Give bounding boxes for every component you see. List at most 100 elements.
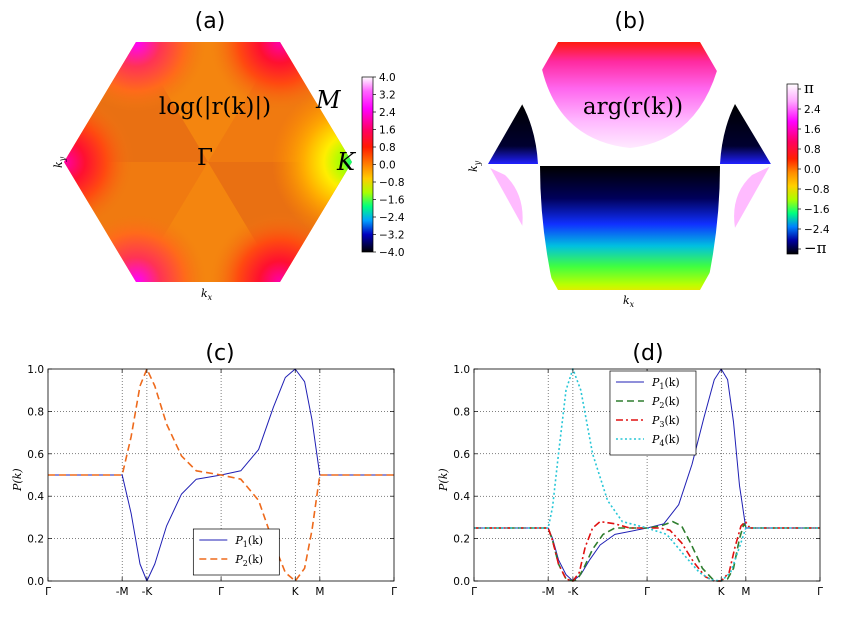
panel-b-ky-label: ky bbox=[467, 160, 482, 172]
series-line-p2 bbox=[474, 520, 820, 582]
panel-a-ky-label: ky bbox=[52, 156, 67, 168]
legend-label-sub: 3 bbox=[659, 420, 664, 429]
colorbar-tick-label: −π bbox=[804, 239, 827, 257]
x-tick-label: Γ bbox=[471, 586, 477, 598]
panel-a-kx-label: kx bbox=[201, 287, 213, 302]
legend-label-arg: (k) bbox=[248, 553, 263, 566]
series-line-p4 bbox=[474, 368, 820, 582]
panel-d-title: (d) bbox=[632, 341, 663, 366]
y-tick-label: 1.0 bbox=[27, 364, 44, 376]
legend-label-name: P bbox=[651, 376, 660, 389]
x-tick-label: K bbox=[292, 586, 300, 598]
panel-a-label-k: K bbox=[336, 148, 357, 176]
colorbar-tick-label: −0.8 bbox=[379, 177, 405, 189]
legend-label-p3: P3(k) bbox=[651, 414, 680, 429]
legend-label-arg: (k) bbox=[664, 433, 679, 446]
x-tick-label: -M bbox=[542, 586, 555, 598]
y-tick-label: 0.2 bbox=[453, 534, 470, 546]
y-tick-label: 1.0 bbox=[453, 364, 470, 376]
panel-a-label-gamma: Γ bbox=[197, 145, 213, 171]
panel-b-formula: arg(r(k)) bbox=[583, 94, 683, 120]
x-tick-label: Γ bbox=[391, 586, 397, 598]
y-tick-label: 0.2 bbox=[27, 534, 44, 546]
colorbar-tick-label: 0.0 bbox=[379, 160, 396, 172]
colorbar-tick-label: 0.8 bbox=[804, 144, 821, 156]
legend-label-arg: (k) bbox=[664, 395, 679, 408]
x-tick-label: -K bbox=[142, 586, 154, 598]
panel-b-colorbar-ticks: π 2.4 1.6 0.8 0.0 −0.8 −1.6 −2.4 −π bbox=[798, 79, 830, 257]
panel-a-label-m: M bbox=[315, 86, 342, 114]
colorbar-tick-label: −1.6 bbox=[379, 195, 405, 207]
colorbar-tick-label: 2.4 bbox=[379, 107, 396, 119]
colorbar-tick-label: −2.4 bbox=[804, 224, 830, 236]
colorbar-tick-label: −4.0 bbox=[379, 247, 405, 259]
panel-a-formula: log(|r(k)|) bbox=[159, 94, 271, 120]
colorbar-tick-label: 4.0 bbox=[379, 72, 396, 84]
legend-label-name: P bbox=[651, 414, 660, 427]
y-axis-label: P(k) bbox=[437, 468, 450, 492]
legend-label-sub: 1 bbox=[243, 540, 248, 549]
colorbar-tick-label: 1.6 bbox=[804, 124, 821, 136]
legend-label-name: P bbox=[234, 534, 243, 547]
panel-b-colorbar bbox=[786, 83, 799, 255]
panel-a-colorbar bbox=[361, 76, 374, 253]
panel-c-plot: 0.00.20.40.60.81.0Γ -M -K Γ K M ΓP(k)P1(k)P2(k… bbox=[11, 364, 397, 598]
y-tick-label: 0.0 bbox=[453, 576, 470, 588]
colorbar-tick-label: 0.8 bbox=[379, 142, 396, 154]
y-tick-label: 0.0 bbox=[27, 576, 44, 588]
panel-b-kx-label: kx bbox=[623, 294, 635, 309]
legend-label-name: P bbox=[651, 395, 660, 408]
x-tick-label: Γ bbox=[817, 586, 823, 598]
panel-d-plot: 0.00.20.40.60.81.0Γ -M -K Γ K M ΓP(k)P1(k)P2(k… bbox=[437, 364, 823, 598]
y-tick-label: 0.8 bbox=[453, 406, 470, 418]
legend-label-p2: P2(k) bbox=[651, 395, 680, 410]
panel-b-title: (b) bbox=[614, 9, 645, 34]
legend-label-sub: 2 bbox=[659, 401, 664, 410]
panel-a-colorbar-ticks: 4.0 3.2 2.4 1.6 0.8 0.0 −0.8 −1.6 −2.4 −3.2 −4.0 bbox=[373, 72, 405, 259]
legend-label-arg: (k) bbox=[664, 376, 679, 389]
legend-label-name: P bbox=[234, 553, 243, 566]
series-line-p1 bbox=[474, 368, 820, 582]
panel-a-title: (a) bbox=[195, 9, 226, 34]
panel-c-title: (c) bbox=[205, 341, 234, 366]
colorbar-tick-label: 0.0 bbox=[804, 164, 821, 176]
y-tick-label: 0.4 bbox=[27, 491, 44, 503]
y-tick-label: 0.8 bbox=[27, 406, 44, 418]
y-axis-label: P(k) bbox=[11, 468, 24, 492]
legend-box bbox=[609, 370, 697, 456]
series-line-p2 bbox=[48, 368, 394, 582]
x-tick-label: K bbox=[718, 586, 726, 598]
legend-label-sub: 1 bbox=[659, 382, 664, 391]
series-line-p3 bbox=[474, 520, 820, 582]
colorbar-tick-label: −3.2 bbox=[379, 230, 405, 242]
legend-label-p2: P2(k) bbox=[234, 553, 263, 568]
colorbar-tick-label: 3.2 bbox=[379, 90, 396, 102]
colorbar-tick-label: π bbox=[804, 79, 814, 97]
legend-label-p4: P4(k) bbox=[651, 433, 680, 448]
y-tick-label: 0.4 bbox=[453, 491, 470, 503]
y-tick-label: 0.6 bbox=[453, 449, 470, 461]
legend-label-sub: 4 bbox=[659, 439, 664, 448]
legend-label-arg: (k) bbox=[248, 534, 263, 547]
legend-label-p1: P1(k) bbox=[234, 534, 263, 549]
x-tick-label: M bbox=[741, 586, 750, 598]
legend-label-p1: P1(k) bbox=[651, 376, 680, 391]
colorbar-tick-label: −1.6 bbox=[804, 204, 830, 216]
colorbar-tick-label: 2.4 bbox=[804, 104, 821, 116]
x-tick-label: Γ bbox=[644, 586, 650, 598]
legend-label-name: P bbox=[651, 433, 660, 446]
legend-box bbox=[192, 528, 280, 576]
colorbar-tick-label: −0.8 bbox=[804, 184, 830, 196]
colorbar-tick-label: −2.4 bbox=[379, 212, 405, 224]
legend-label-arg: (k) bbox=[664, 414, 679, 427]
panel-b-heatmap bbox=[488, 42, 771, 290]
x-tick-label: -M bbox=[116, 586, 129, 598]
colorbar-tick-label: 1.6 bbox=[379, 125, 396, 137]
legend-label-sub: 2 bbox=[243, 559, 248, 568]
x-tick-label: Γ bbox=[45, 586, 51, 598]
y-tick-label: 0.6 bbox=[27, 449, 44, 461]
x-tick-label: Γ bbox=[218, 586, 224, 598]
x-tick-label: M bbox=[315, 586, 324, 598]
x-tick-label: -K bbox=[568, 586, 580, 598]
